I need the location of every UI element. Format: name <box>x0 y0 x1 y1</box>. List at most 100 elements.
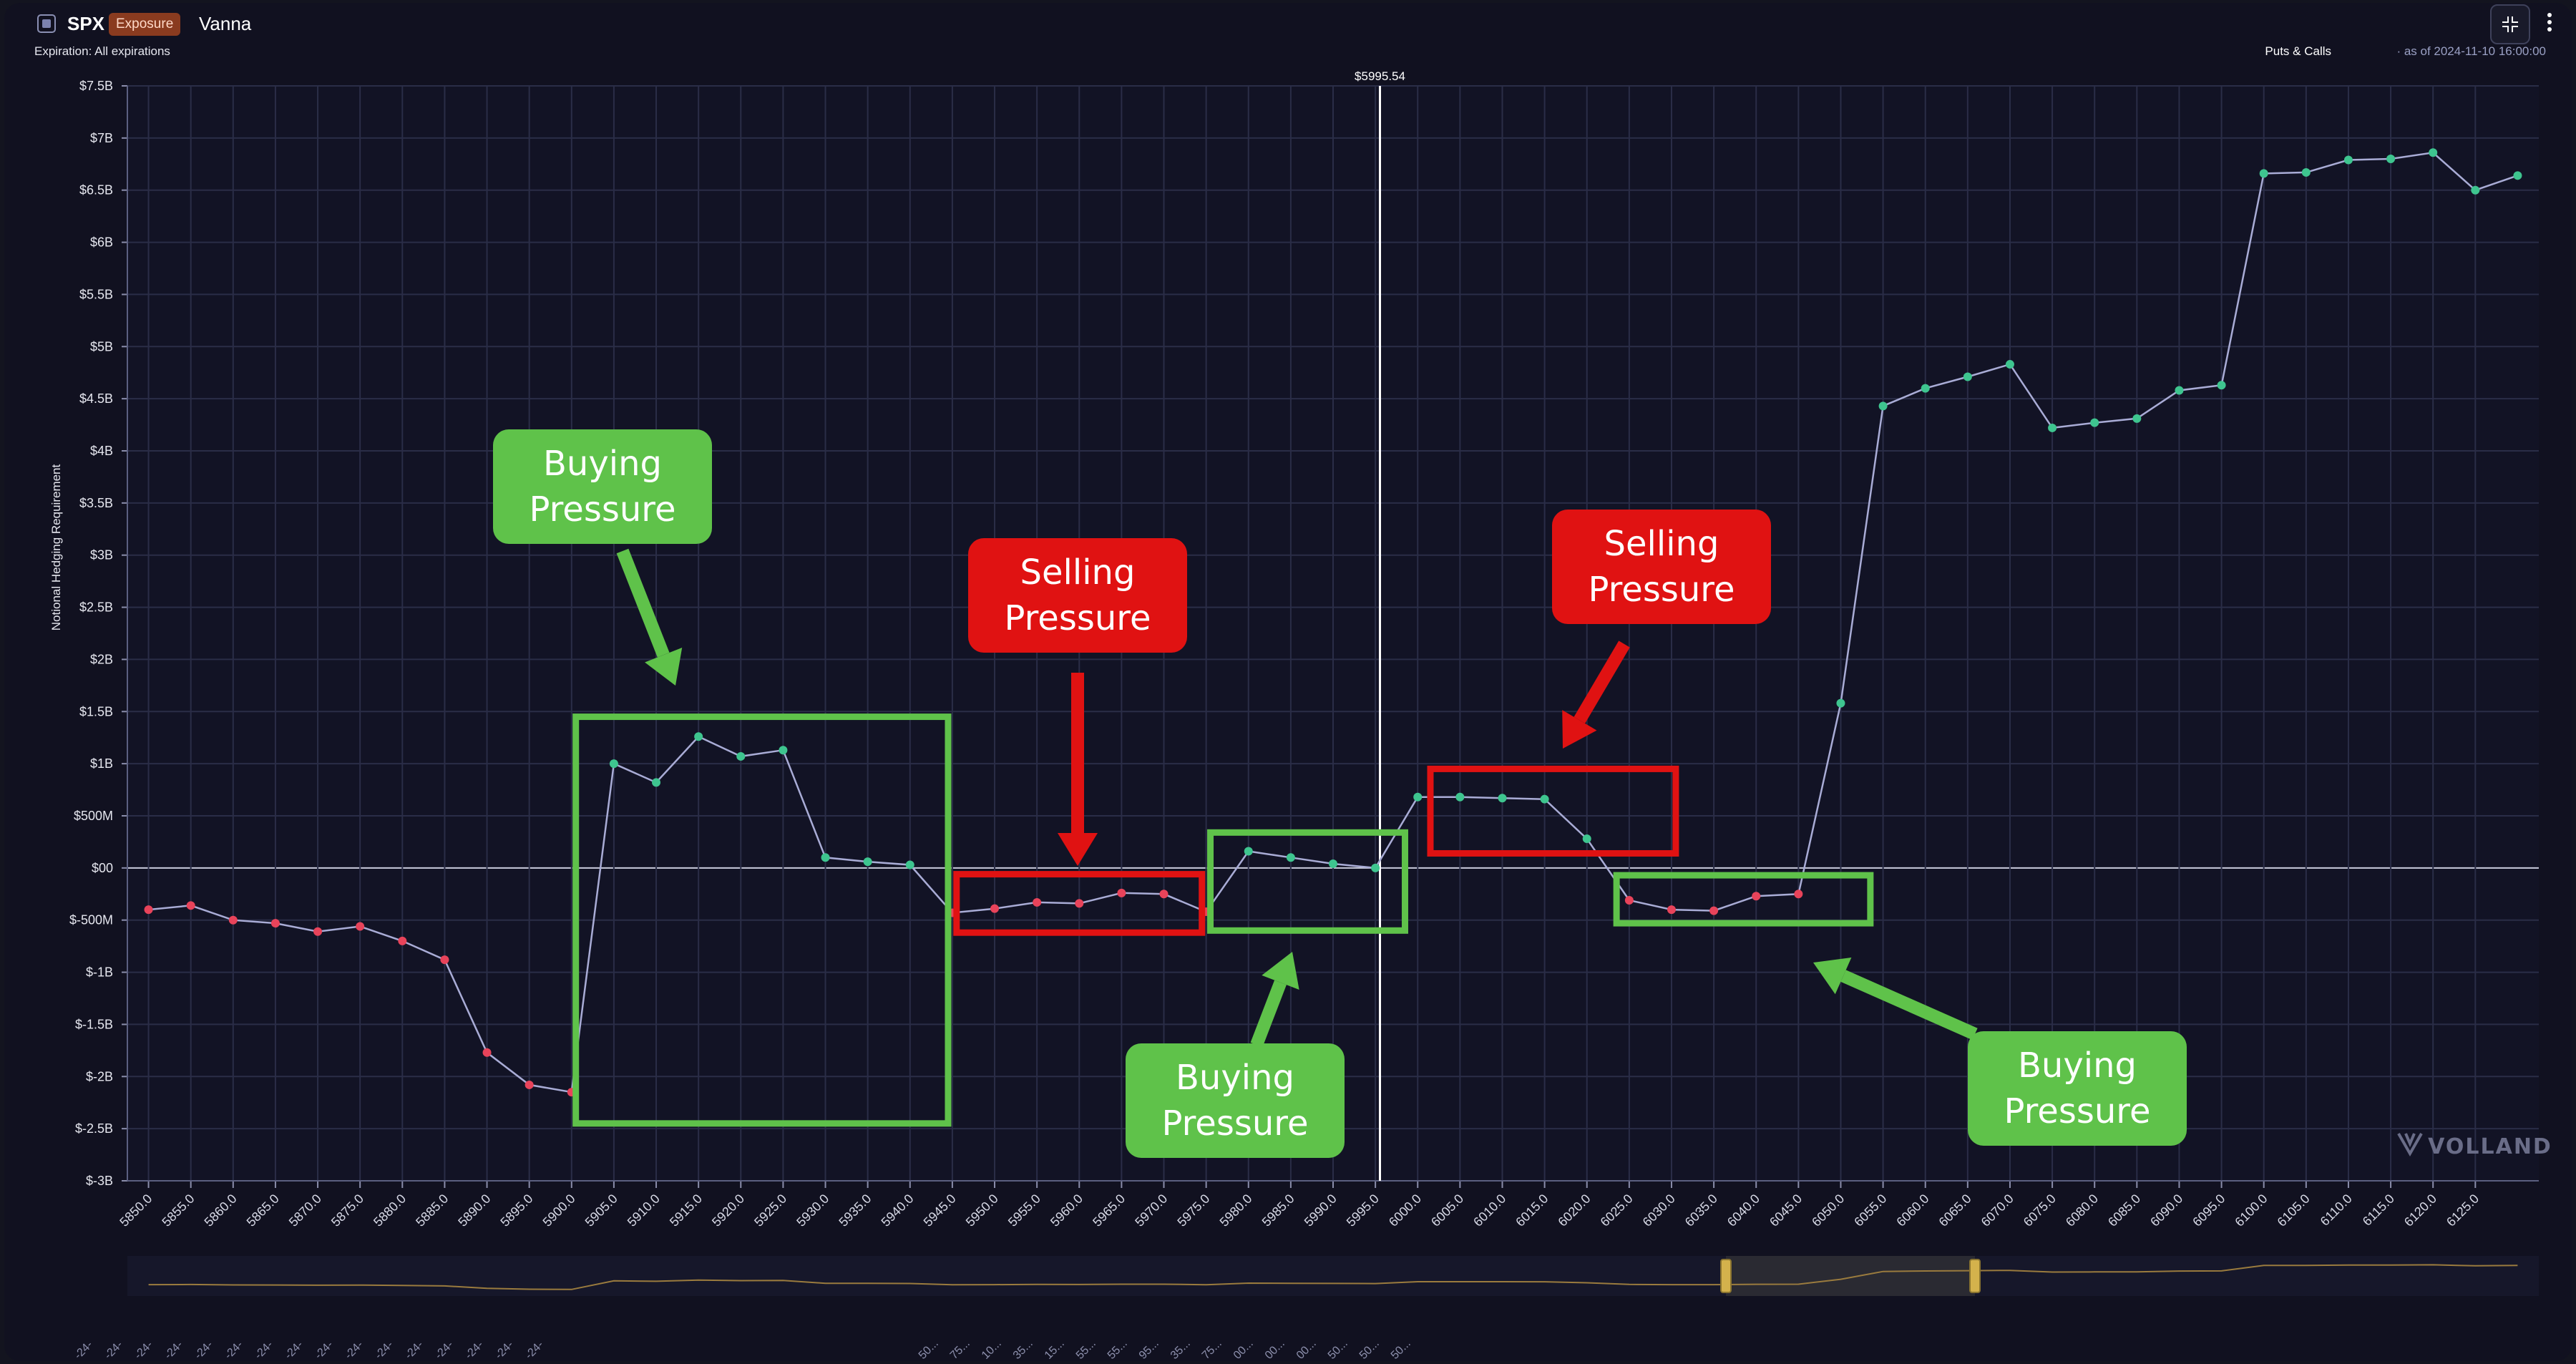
data-point <box>1836 698 1845 708</box>
x-tick-label: 6010.0 <box>1470 1192 1508 1229</box>
data-point <box>1794 890 1803 899</box>
y-tick-label: $3.5B <box>79 496 113 510</box>
as-of-timestamp: · as of 2024-11-10 16:00:00 <box>2396 44 2546 58</box>
x-tick-label: 6040.0 <box>1724 1192 1762 1229</box>
data-point <box>652 778 661 787</box>
navigator-label: -24- <box>223 1339 245 1362</box>
annotation-arrow-shaft <box>1840 970 1978 1041</box>
ticker-symbol: SPX <box>67 13 105 34</box>
navigator-label: -24- <box>192 1339 215 1362</box>
x-tick-label: 6095.0 <box>2190 1192 2228 1229</box>
navigator-label: 00... <box>1263 1338 1287 1362</box>
navigator-label: -24- <box>433 1339 456 1362</box>
x-tick-label: 6035.0 <box>1682 1192 1720 1229</box>
data-point <box>525 1080 534 1089</box>
y-tick-label: $-1.5B <box>75 1017 113 1031</box>
y-tick-label: $-3B <box>86 1174 113 1188</box>
selling-pressure-label-box <box>1552 510 1771 624</box>
x-tick-label: 5890.0 <box>455 1192 493 1229</box>
x-tick-label: 6120.0 <box>2401 1192 2439 1229</box>
data-point <box>1752 892 1761 901</box>
data-point <box>1709 906 1719 915</box>
navigator-label: 75... <box>1200 1338 1224 1362</box>
x-tick-label: 6100.0 <box>2232 1192 2270 1229</box>
x-tick-label: 6060.0 <box>1893 1192 1931 1229</box>
data-point <box>736 751 746 761</box>
y-tick-label: $1B <box>90 756 113 771</box>
y-tick-label: $-2B <box>86 1069 113 1083</box>
navigator-label: 50... <box>1389 1338 1413 1362</box>
data-point <box>482 1048 492 1057</box>
buying-pressure-box <box>1207 829 1409 934</box>
x-tick-label: 5875.0 <box>328 1192 366 1229</box>
navigator-handle[interactable] <box>1720 1259 1732 1293</box>
annotation-arrow-head <box>1058 833 1098 866</box>
y-tick-label: $4.5B <box>79 391 113 406</box>
navigator-label: -24- <box>343 1339 366 1362</box>
collapse-button[interactable] <box>2490 4 2530 44</box>
x-tick-label: 6065.0 <box>1936 1192 1974 1229</box>
data-point <box>2259 169 2268 178</box>
x-tick-label: 5870.0 <box>286 1192 324 1229</box>
data-point <box>1033 897 1042 907</box>
x-tick-label: 6025.0 <box>1598 1192 1636 1229</box>
y-tick-label: $-500M <box>69 913 113 927</box>
data-point <box>863 857 872 867</box>
x-tick-label: 6045.0 <box>1767 1192 1805 1229</box>
collapse-icon <box>2502 16 2518 32</box>
x-tick-label: 5975.0 <box>1174 1192 1212 1229</box>
data-point <box>398 936 407 945</box>
y-tick-label: $6B <box>90 235 113 250</box>
navigator-label: 50... <box>917 1338 941 1362</box>
x-tick-label: 5945.0 <box>921 1192 959 1229</box>
selling-pressure-label-box <box>968 538 1187 653</box>
data-point <box>1159 890 1169 899</box>
x-tick-label: 5915.0 <box>667 1192 705 1229</box>
buying-pressure-box <box>1613 872 1874 927</box>
spot-price-label: $5995.54 <box>1355 69 1405 83</box>
navigator-label: 15... <box>1043 1338 1067 1362</box>
chart-header: SPX Exposure Vanna Expiration: All expir… <box>4 3 2572 82</box>
navigator-label: 75... <box>948 1338 972 1362</box>
checkbox-icon[interactable] <box>37 14 56 33</box>
annotation-label: Selling <box>1020 552 1136 593</box>
navigator-label: -24- <box>523 1339 546 1362</box>
navigator-label: -24- <box>102 1339 125 1362</box>
data-point <box>1286 853 1295 862</box>
buying-pressure-label-box <box>1126 1043 1345 1158</box>
data-point <box>313 927 323 936</box>
data-point <box>2175 386 2184 395</box>
x-tick-label: 6020.0 <box>1555 1192 1593 1229</box>
data-point <box>1455 792 1465 802</box>
more-vertical-icon[interactable] <box>2547 13 2553 34</box>
x-tick-label: 6030.0 <box>1640 1192 1678 1229</box>
navigator-label: 35... <box>1169 1338 1193 1362</box>
x-tick-label: 6080.0 <box>2063 1192 2101 1229</box>
navigator-label: -24- <box>463 1339 486 1362</box>
navigator-label: -24- <box>162 1339 185 1362</box>
navigator-label: -24- <box>373 1339 396 1362</box>
exposure-badge[interactable]: Exposure <box>109 13 181 36</box>
annotation-label: Buying <box>543 444 662 484</box>
navigator-label: 35... <box>1011 1338 1035 1362</box>
x-tick-label: 5935.0 <box>836 1192 874 1229</box>
x-tick-label: 6125.0 <box>2444 1192 2482 1229</box>
y-tick-label: $7.5B <box>79 79 113 93</box>
y-tick-label: $500M <box>74 809 113 823</box>
data-point <box>2090 418 2099 427</box>
x-tick-label: 6000.0 <box>1386 1192 1424 1229</box>
x-tick-label: 5955.0 <box>1005 1192 1043 1229</box>
data-point <box>905 860 914 869</box>
data-point <box>1075 899 1084 908</box>
navigator-label: 50... <box>1357 1338 1382 1362</box>
data-point <box>2343 155 2353 165</box>
x-tick-label: 6055.0 <box>1851 1192 1889 1229</box>
data-point <box>2005 360 2014 369</box>
x-tick-label: 5855.0 <box>159 1192 197 1229</box>
navigator-handle[interactable] <box>1969 1259 1981 1293</box>
data-point <box>694 732 703 741</box>
metric-title: Vanna <box>199 13 252 34</box>
y-tick-label: $-1B <box>86 965 113 980</box>
data-point <box>990 904 1000 913</box>
